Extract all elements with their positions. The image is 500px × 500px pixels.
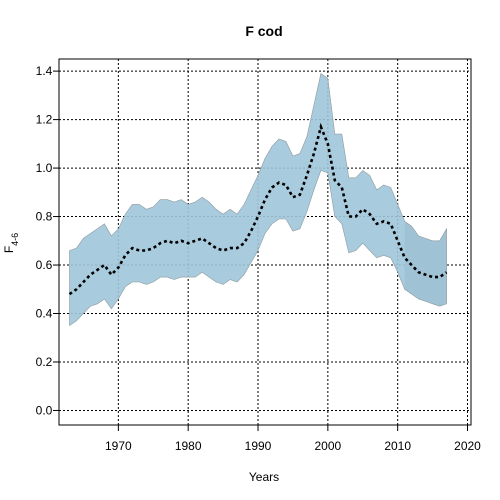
y-tick-label: 0.0 xyxy=(36,403,53,417)
x-tick-label: 2020 xyxy=(454,439,481,453)
x-tick-label: 1970 xyxy=(105,439,132,453)
y-tick-label: 1.2 xyxy=(36,113,53,127)
y-tick-label: 0.8 xyxy=(36,210,53,224)
y-tick-label: 0.4 xyxy=(36,307,53,321)
x-tick-label: 1990 xyxy=(245,439,272,453)
y-tick-label: 1.0 xyxy=(36,161,53,175)
y-axis-label-main: F xyxy=(2,246,16,253)
y-axis-label-sub: 4-6 xyxy=(10,233,20,246)
x-tick-label: 2000 xyxy=(314,439,341,453)
y-tick-label: 0.6 xyxy=(36,258,53,272)
y-tick-label: 1.4 xyxy=(36,64,53,78)
x-tick-label: 2010 xyxy=(384,439,411,453)
x-axis-label: Years xyxy=(249,470,279,484)
chart-title: F cod xyxy=(245,23,282,39)
y-tick-label: 0.2 xyxy=(36,355,53,369)
x-tick-label: 1980 xyxy=(175,439,202,453)
